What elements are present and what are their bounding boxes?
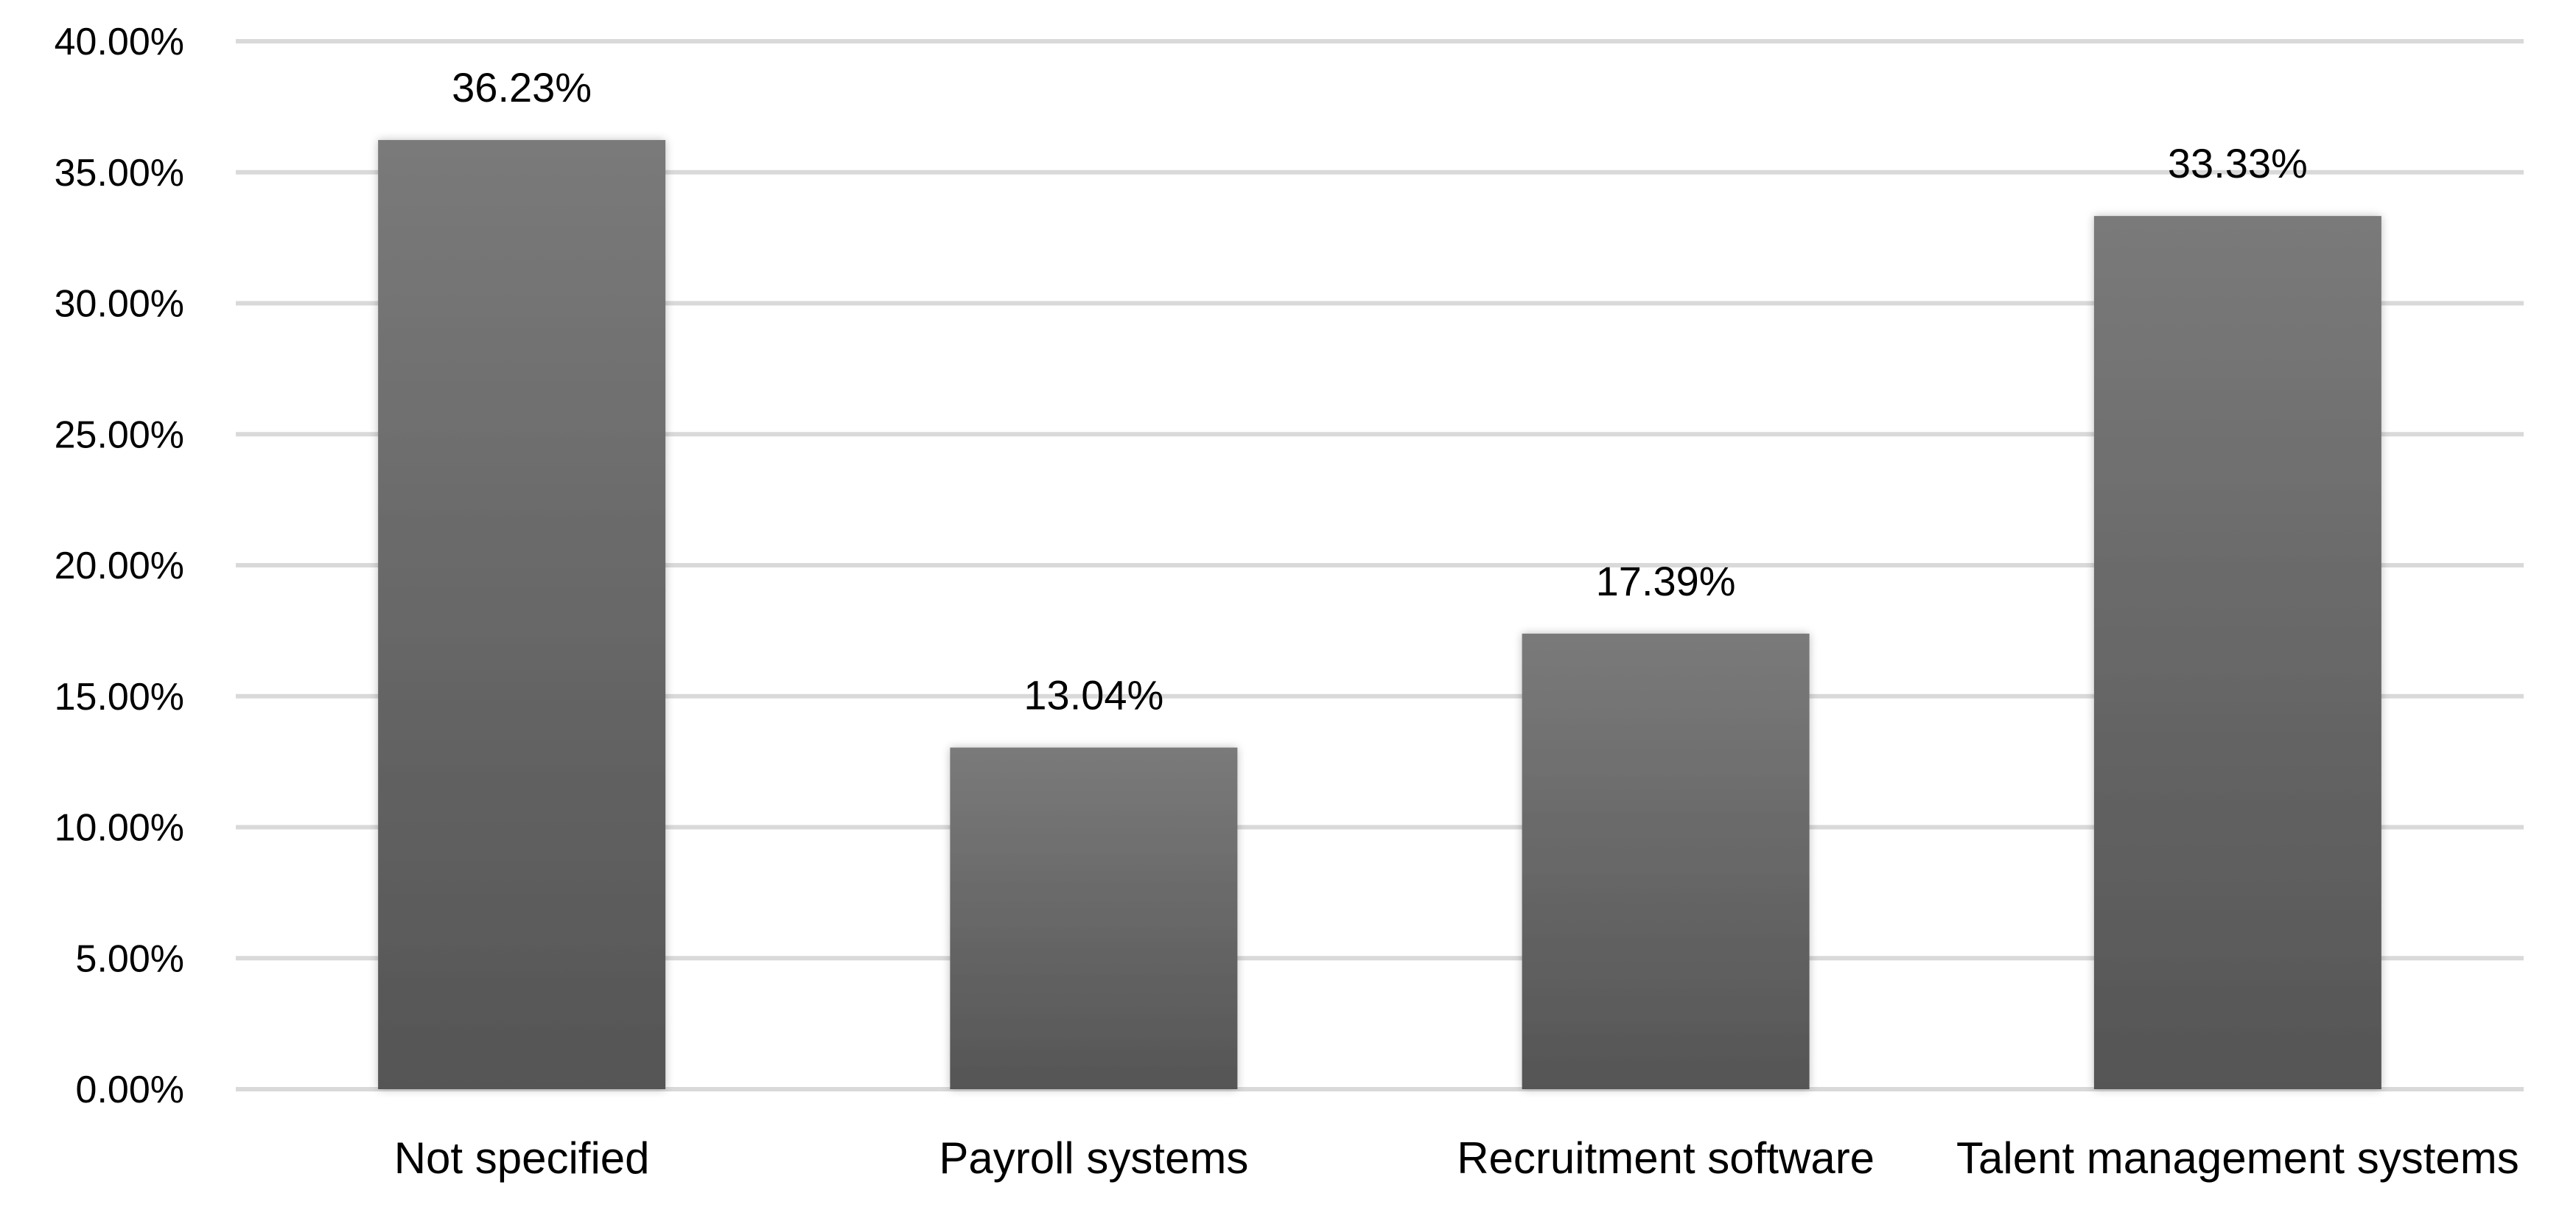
x-category-label: Payroll systems (939, 1133, 1248, 1183)
y-tick-label: 20.00% (55, 545, 184, 587)
bar-payroll-systems (950, 747, 1238, 1089)
bar-recruitment-software (1522, 633, 1810, 1089)
y-tick-label: 25.00% (55, 413, 184, 456)
y-tick-label: 10.00% (55, 807, 184, 850)
data-labels: 36.23% 13.04% 17.39% 33.33% (452, 64, 2308, 718)
bar-not-specified (378, 140, 666, 1090)
data-label: 33.33% (2168, 140, 2308, 186)
data-label: 36.23% (452, 64, 592, 111)
x-category-label: Not specified (394, 1133, 650, 1183)
y-tick-label: 35.00% (55, 152, 184, 195)
y-tick-label: 5.00% (76, 937, 184, 980)
x-axis-category-labels: Not specified Payroll systems Recruitment … (394, 1133, 2519, 1183)
bar-talent-management-systems (2093, 216, 2381, 1089)
y-tick-label: 0.00% (76, 1069, 184, 1111)
x-category-label: Talent management systems (1956, 1133, 2519, 1183)
y-axis-tick-labels: 0.00% 5.00% 10.00% 15.00% 20.00% 25.00% 30.00%… (55, 21, 184, 1111)
y-tick-label: 15.00% (55, 676, 184, 719)
bars (378, 140, 2381, 1090)
data-label: 13.04% (1023, 671, 1163, 718)
x-category-label: Recruitment software (1457, 1133, 1875, 1183)
y-tick-label: 30.00% (55, 283, 184, 326)
y-tick-label: 40.00% (55, 21, 184, 63)
data-label: 17.39% (1596, 558, 1736, 604)
